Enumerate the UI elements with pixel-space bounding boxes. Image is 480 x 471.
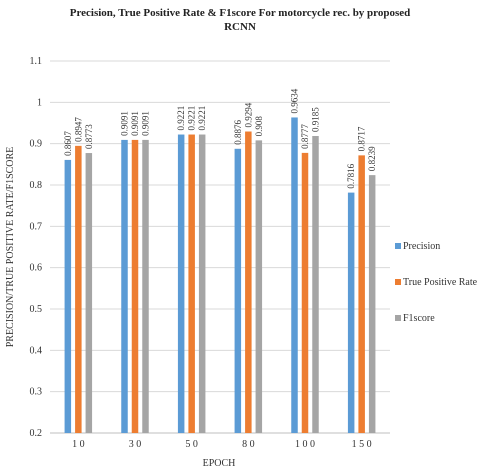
data-label: 0.9221 (187, 106, 197, 131)
bar (198, 134, 206, 434)
y-tick-label: 0.8 (30, 180, 43, 191)
bar (291, 117, 298, 433)
bar (177, 134, 185, 434)
x-tick-labels: 1 0 3 0 5 0 8 0 1 0 0 1 5 0 (72, 439, 372, 450)
legend: Precision True Positive Rate F1score (395, 241, 478, 324)
legend-label: True Positive Rate (403, 277, 478, 288)
bar (347, 192, 355, 433)
data-label: 0.8777 (300, 124, 310, 149)
bar (245, 131, 252, 434)
y-tick-label: 0.9 (30, 139, 43, 150)
y-axis-label: PRECISION/TRUE POSITIVE RATE/F1SCORE (5, 147, 16, 348)
chart-title-line1: Precision, True Positive Rate & F1score … (70, 7, 411, 19)
data-label: 0.9091 (120, 111, 130, 136)
bar (75, 145, 82, 433)
data-label: 0.8239 (367, 146, 377, 171)
x-tick-label: 1 5 0 (352, 439, 372, 450)
legend-swatch (395, 243, 401, 249)
x-axis-label: EPOCH (203, 458, 236, 469)
bar (85, 153, 93, 434)
bar (234, 148, 242, 434)
bar (301, 152, 309, 433)
grid (50, 60, 390, 434)
y-tick-label: 0.6 (30, 263, 43, 274)
y-tick-labels: 0.2 0.3 0.4 0.5 0.6 0.7 0.8 0.9 1 1.1 (30, 56, 43, 439)
data-label: 0.7816 (346, 163, 356, 188)
bar (368, 175, 376, 433)
x-tick-label: 8 0 (242, 439, 255, 450)
data-label: 0.908 (254, 116, 264, 137)
x-tick-label: 3 0 (129, 439, 142, 450)
y-tick-label: 0.3 (30, 387, 43, 398)
bar (255, 140, 263, 434)
data-label: 0.8607 (63, 131, 73, 156)
bar (64, 159, 72, 434)
bars (64, 117, 376, 434)
bar (358, 155, 365, 433)
data-label: 0.8876 (233, 120, 243, 145)
y-tick-label: 0.7 (30, 221, 43, 232)
bar (188, 134, 195, 434)
legend-swatch (395, 279, 401, 285)
x-tick-label: 1 0 (72, 439, 85, 450)
data-label: 0.8773 (84, 124, 94, 149)
bar (312, 136, 319, 433)
data-label: 0.9294 (243, 102, 253, 127)
data-label: 0.9185 (311, 107, 321, 132)
data-label: 0.9091 (130, 111, 140, 136)
data-label: 0.9221 (176, 106, 186, 131)
x-tick-label: 1 0 0 (295, 439, 315, 450)
y-tick-label: 1 (37, 97, 42, 108)
y-tick-label: 0.2 (30, 428, 43, 439)
bar (142, 139, 149, 433)
y-tick-label: 0.4 (30, 345, 43, 356)
x-tick-label: 5 0 (185, 439, 198, 450)
y-tick-label: 1.1 (30, 56, 43, 67)
chart-title-line2: RCNN (224, 21, 256, 33)
legend-label: F1score (403, 313, 435, 324)
data-label: 0.9634 (290, 88, 300, 113)
data-label: 0.8947 (73, 117, 83, 142)
legend-label: Precision (403, 241, 440, 252)
bar (121, 139, 128, 433)
data-label: 0.9221 (197, 106, 207, 131)
bar (131, 139, 139, 433)
legend-swatch (395, 315, 401, 321)
y-tick-label: 0.5 (30, 304, 43, 315)
data-label: 0.9091 (141, 111, 151, 136)
data-label: 0.8717 (357, 126, 367, 151)
